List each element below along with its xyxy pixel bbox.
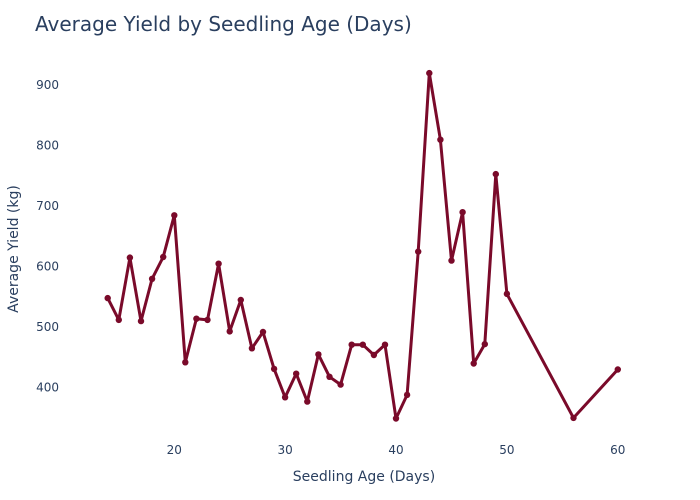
data-point[interactable]	[126, 254, 134, 261]
data-point[interactable]	[137, 317, 145, 325]
y-tick-label: 900	[36, 78, 59, 92]
y-tick-label: 600	[36, 260, 59, 274]
data-point[interactable]	[193, 315, 200, 322]
x-tick-label: 60	[610, 443, 625, 457]
data-point[interactable]	[315, 351, 322, 358]
data-point[interactable]	[370, 351, 378, 359]
y-tick-label: 800	[36, 139, 59, 153]
data-point[interactable]	[403, 391, 411, 399]
data-point[interactable]	[459, 209, 466, 216]
data-point[interactable]	[304, 398, 311, 405]
data-point[interactable]	[437, 136, 444, 143]
y-tick-label: 500	[36, 320, 59, 334]
data-point[interactable]	[259, 328, 267, 336]
data-point[interactable]	[326, 373, 333, 380]
data-point[interactable]	[248, 345, 256, 352]
data-point[interactable]	[148, 275, 156, 282]
y-tick-label: 700	[36, 199, 59, 213]
data-point[interactable]	[293, 370, 300, 377]
data-point[interactable]	[348, 341, 355, 348]
data-point[interactable]	[237, 296, 244, 304]
chart-title: Average Yield by Seedling Age (Days)	[35, 12, 412, 36]
data-point[interactable]	[115, 316, 123, 324]
data-point[interactable]	[448, 257, 455, 264]
y-axis-title: Average Yield (kg)	[6, 185, 22, 313]
data-point[interactable]	[337, 381, 344, 388]
data-point[interactable]	[470, 360, 477, 367]
data-point[interactable]	[160, 253, 167, 261]
data-point[interactable]	[570, 414, 577, 422]
data-point[interactable]	[359, 341, 366, 348]
data-point[interactable]	[270, 365, 278, 373]
data-point[interactable]	[204, 316, 211, 324]
data-point[interactable]	[104, 294, 111, 302]
data-point[interactable]	[392, 415, 400, 422]
data-point[interactable]	[503, 290, 511, 298]
data-point[interactable]	[171, 212, 178, 219]
data-point[interactable]	[481, 340, 488, 348]
data-point[interactable]	[281, 394, 289, 401]
data-point[interactable]	[415, 248, 422, 255]
x-tick-label: 40	[388, 443, 403, 457]
data-point[interactable]	[215, 260, 222, 267]
series-line	[106, 71, 620, 420]
data-point[interactable]	[226, 328, 233, 335]
y-tick-label: 400	[36, 381, 59, 395]
data-point[interactable]	[182, 359, 189, 366]
data-point[interactable]	[426, 69, 433, 77]
x-axis-title: Seedling Age (Days)	[293, 469, 435, 485]
y-axis-ticks: 400 500 600 700 800 900	[36, 78, 59, 394]
x-tick-label: 50	[499, 443, 514, 457]
x-axis-ticks: 20 30 40 50 60	[167, 443, 626, 457]
data-point[interactable]	[614, 366, 621, 373]
data-point[interactable]	[381, 341, 389, 348]
data-point[interactable]	[492, 170, 499, 178]
series-group	[104, 69, 621, 422]
x-tick-label: 30	[278, 443, 293, 457]
x-tick-label: 20	[167, 443, 182, 457]
